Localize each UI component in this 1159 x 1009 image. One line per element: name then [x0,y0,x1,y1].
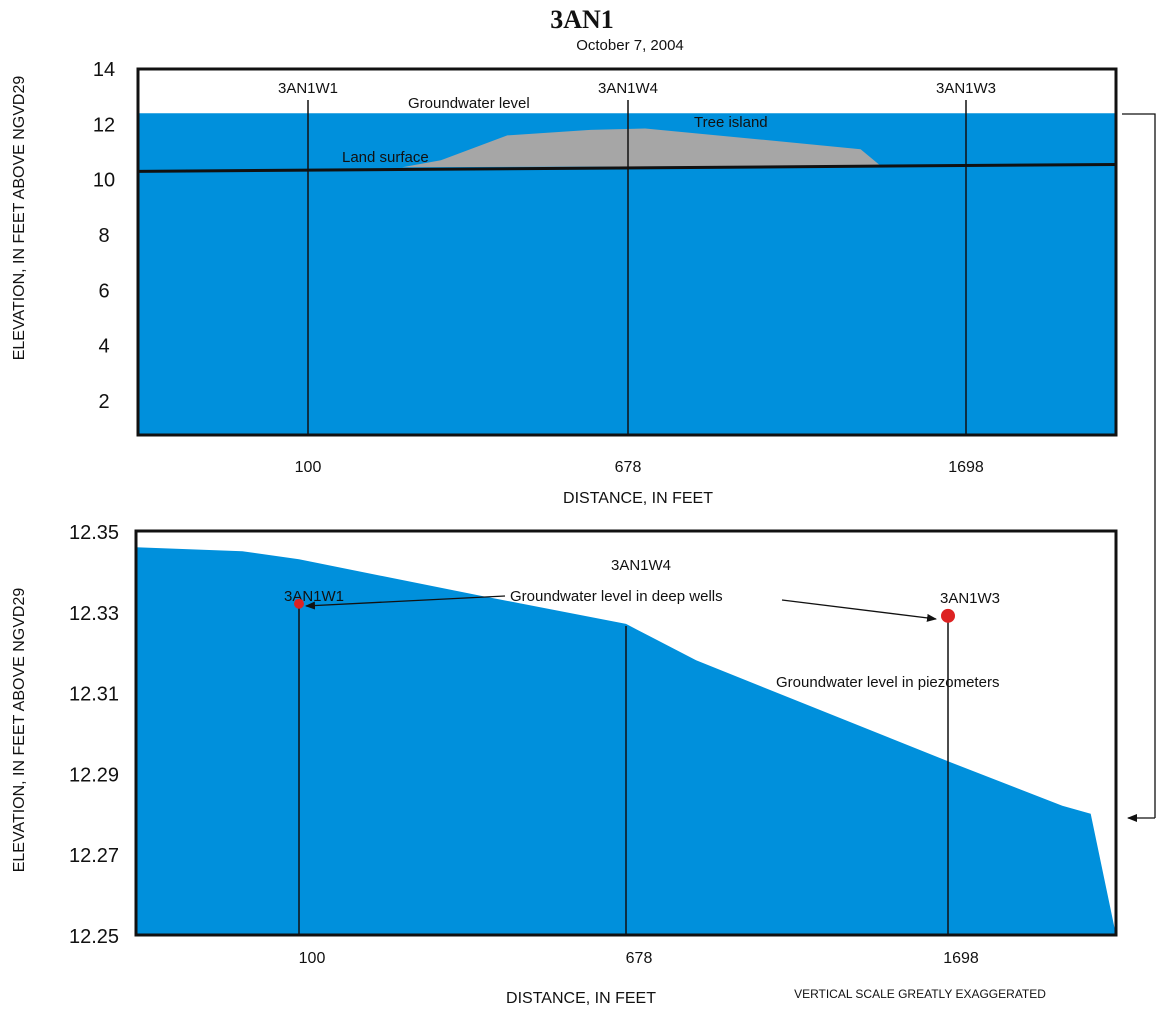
well-label-3an1w4: 3AN1W4 [598,80,658,97]
y-tick-label: 12.25 [69,926,119,948]
top-y-axis-title: ELEVATION, IN FEET ABOVE NGVD29 [11,76,28,361]
y-tick-label: 12.27 [69,845,119,867]
y-tick-label: 2 [98,391,109,413]
y-tick-label: 8 [98,225,109,247]
scale-note: VERTICAL SCALE GREATLY EXAGGERATED [794,987,1046,1001]
well-label-3an1w3: 3AN1W3 [936,80,996,97]
y-tick-label: 12.33 [69,603,119,625]
top-groundwater-area [138,113,1116,436]
y-tick-label: 12 [93,114,115,136]
y-tick-label: 10 [93,170,115,192]
y-tick-label: 12.31 [69,684,119,706]
deep-wells-label: Groundwater level in deep wells [510,588,723,605]
top-plot-frame [136,67,1118,437]
top-x-axis-title: DISTANCE, IN FEET [563,490,713,507]
deep-wells-arrow-left [305,595,506,610]
y-tick-label: 12.29 [69,764,119,786]
piezometers-label: Groundwater level in piezometers [776,674,999,691]
y-tick-label: 12.35 [69,522,119,544]
panel-connector-line [1122,113,1156,818]
deep-well-marker-3an1w1 [294,598,304,609]
land-surface-label: Land surface [342,149,429,166]
top-chart: 3AN1W1 3AN1W4 3AN1W3 14 12 10 8 6 4 2 100 678 1698… [11,59,1118,507]
deep-wells-arrow-right [781,599,937,622]
well-label-3an1w4: 3AN1W4 [611,557,671,574]
figure-subtitle: October 7, 2004 [576,37,684,54]
x-tick-label: 100 [295,459,322,476]
bottom-y-axis-title: ELEVATION, IN FEET ABOVE NGVD29 [11,588,28,873]
y-tick-label: 6 [98,280,109,302]
well-label-3an1w1: 3AN1W1 [278,80,338,97]
bottom-chart: 3AN1W1 3AN1W4 3AN1W3 12.35 12.33 12.31 12.29 1… [11,522,1118,1007]
deep-well-marker-3an1w3 [941,608,955,623]
tree-island-shape [402,128,881,168]
figure-title: 3AN1 [550,5,614,34]
x-tick-label: 1698 [948,459,984,476]
land-surface-line [137,162,1117,173]
y-tick-label: 14 [93,59,115,81]
x-tick-label: 100 [299,950,326,967]
tree-island-label: Tree island [694,114,768,131]
groundwater-level-label: Groundwater level [408,95,530,112]
bottom-plot-frame [134,529,1118,937]
well-label-3an1w1: 3AN1W1 [284,588,344,605]
well-label-3an1w3: 3AN1W3 [940,590,1000,607]
bottom-x-axis-title: DISTANCE, IN FEET [506,990,656,1007]
x-tick-label: 678 [615,459,642,476]
y-tick-label: 4 [98,336,109,358]
x-tick-label: 1698 [943,950,979,967]
x-tick-label: 678 [626,950,653,967]
